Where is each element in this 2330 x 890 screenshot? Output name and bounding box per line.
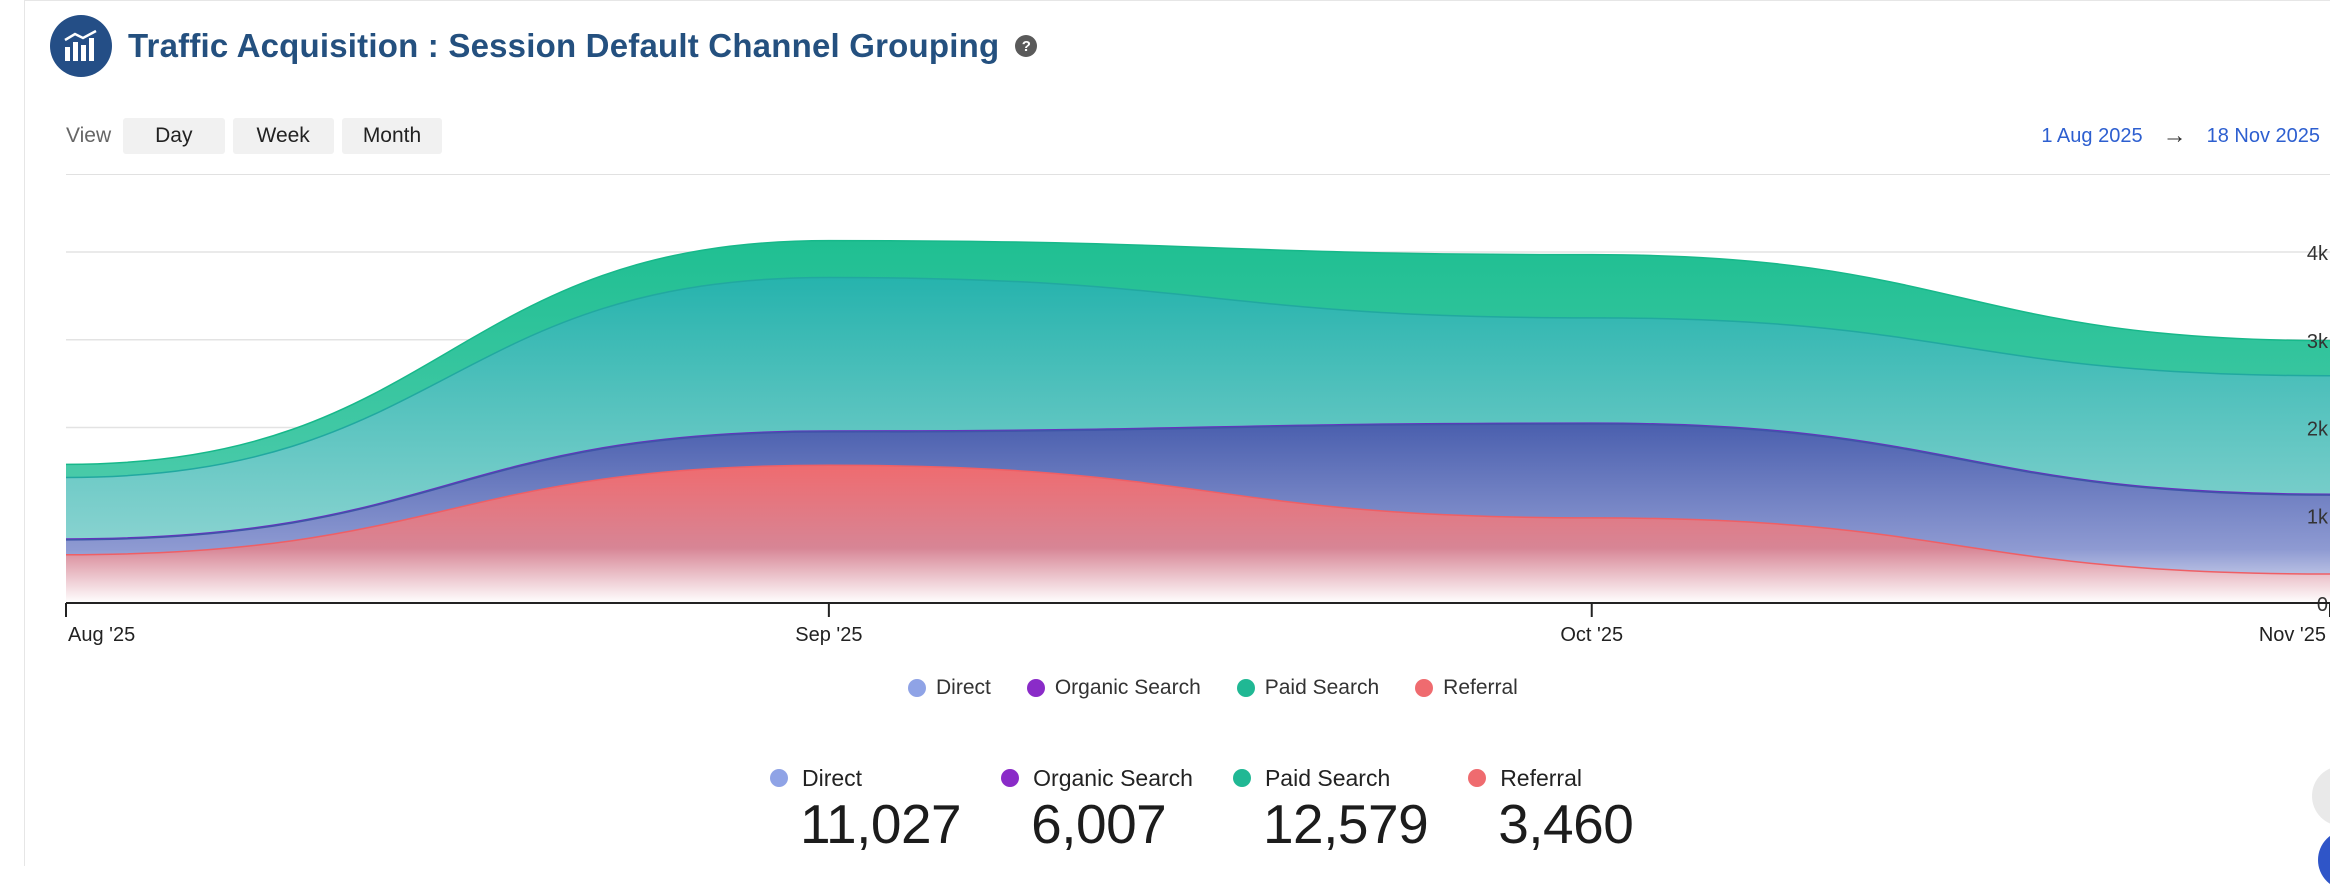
total-dot-direct xyxy=(770,769,788,787)
view-label: View xyxy=(66,124,112,147)
total-paid-search: Paid Search 12,579 xyxy=(1232,763,1429,855)
total-label: Organic Search xyxy=(1033,764,1193,791)
x-tick-label: Aug '25 xyxy=(68,624,135,646)
question-icon[interactable]: ? xyxy=(1015,35,1038,57)
y-tick-label: 4k xyxy=(2307,243,2329,265)
legend-label: Paid Search xyxy=(1264,676,1380,699)
total-value: 3,460 xyxy=(1498,793,1634,855)
total-organic-search: Organic Search 6,007 xyxy=(1001,763,1193,855)
chart-top-divider xyxy=(66,174,2330,175)
legend-dot-paid-search xyxy=(1236,679,1255,697)
total-dot-organic-search xyxy=(1001,769,1020,787)
total-dot-paid-search xyxy=(1232,769,1251,787)
total-label: Referral xyxy=(1500,764,1582,791)
y-tick-label: 1k xyxy=(2307,506,2329,528)
total-label: Paid Search xyxy=(1264,764,1391,791)
y-tick-label: 3k xyxy=(2307,331,2329,353)
page-top-border xyxy=(24,0,2330,1)
legend-dot-organic-search xyxy=(1026,679,1045,697)
page-left-border xyxy=(24,0,25,866)
legend-dot-referral xyxy=(1415,679,1434,697)
area-referral xyxy=(66,465,2330,603)
total-direct: Direct 11,027 xyxy=(770,763,962,855)
area-referral-line xyxy=(65,464,2330,575)
legend-label: Referral xyxy=(1443,676,1518,699)
area-organic-search-line xyxy=(65,422,2330,540)
widget-header: Traffic Acquisition : Session Default Ch… xyxy=(50,14,1038,78)
channel-totals: Direct 11,027 Organic Search 6,007 Paid … xyxy=(770,763,1673,855)
total-label: Direct xyxy=(802,764,863,791)
scroll-top-button[interactable] xyxy=(2312,766,2330,826)
total-value: 12,579 xyxy=(1262,793,1429,855)
arrow-right-icon: → xyxy=(2162,122,2187,149)
total-dot-referral xyxy=(1468,769,1487,787)
x-tick-label: Oct '25 xyxy=(1560,624,1623,646)
total-value: 6,007 xyxy=(1031,793,1167,855)
total-value: 11,027 xyxy=(800,793,962,855)
legend-item-organic-search[interactable]: Organic Search xyxy=(1026,676,1201,700)
total-referral: Referral 3,460 xyxy=(1468,763,1634,855)
legend-dot-direct xyxy=(908,679,926,697)
traffic-area-chart: 0 1k 2k 3k 4k Aug '25 Sep '25 Oct '25 Nov '25 xyxy=(65,239,2330,646)
chat-launcher-button[interactable] xyxy=(2318,830,2330,890)
page-title: Traffic Acquisition : Session Default Ch… xyxy=(128,27,1000,64)
legend-item-referral[interactable]: Referral xyxy=(1415,676,1518,700)
date-range-end[interactable]: 18 Nov 2025 xyxy=(2206,124,2320,147)
x-tick-label: Sep '25 xyxy=(795,624,862,646)
area-paid-search-top-line xyxy=(65,239,2330,466)
chart-trend-icon xyxy=(50,15,112,77)
view-week-button[interactable]: Week xyxy=(232,118,334,154)
view-switcher: View Day Week Month xyxy=(66,118,450,154)
view-day-button[interactable]: Day xyxy=(123,118,225,154)
area-paid-search-line xyxy=(65,276,2330,479)
legend-label: Direct xyxy=(936,676,991,699)
y-tick-label: 0 xyxy=(2317,594,2328,616)
chart-legend: Direct Organic Search Paid Search Referr… xyxy=(890,676,1536,700)
date-range-start[interactable]: 1 Aug 2025 xyxy=(2041,124,2143,147)
legend-item-paid-search[interactable]: Paid Search xyxy=(1236,676,1380,700)
y-tick-label: 2k xyxy=(2307,419,2329,441)
view-month-button[interactable]: Month xyxy=(341,118,443,154)
area-direct-line xyxy=(65,423,2330,541)
date-range-picker[interactable]: 1 Aug 2025 → 18 Nov 2025 xyxy=(2041,122,2320,150)
legend-item-direct[interactable]: Direct xyxy=(908,676,991,700)
x-tick-label: Nov '25 xyxy=(2259,624,2326,646)
legend-label: Organic Search xyxy=(1054,676,1201,699)
